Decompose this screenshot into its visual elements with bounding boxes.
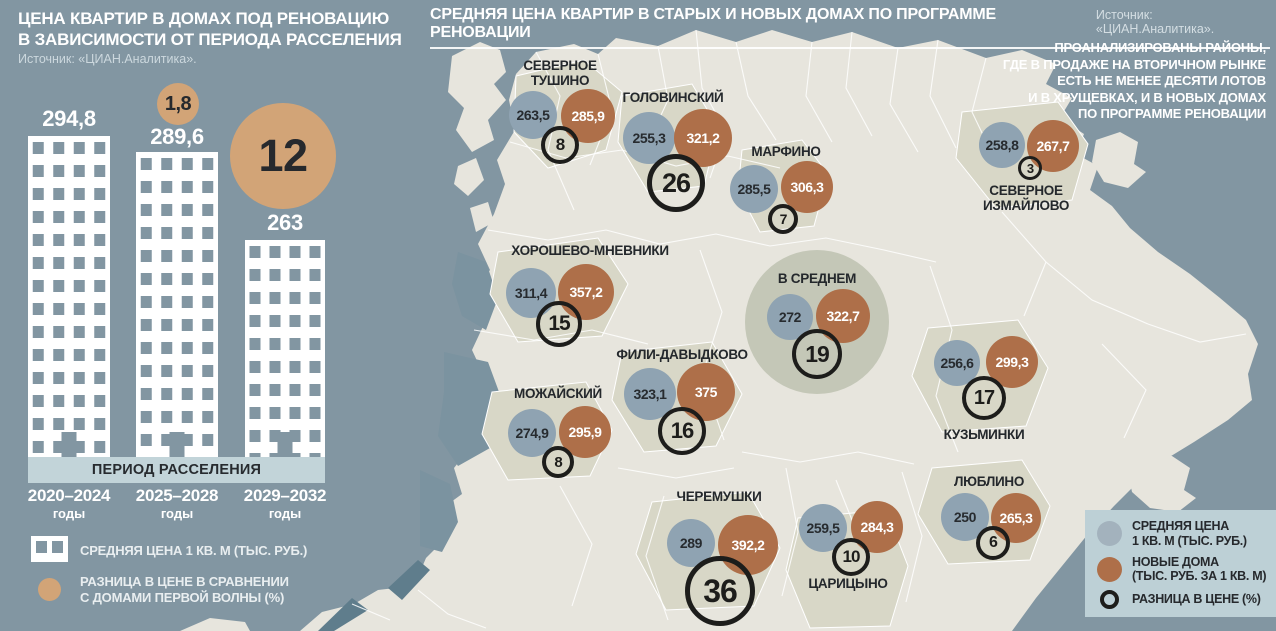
old-price-circle: 258,8 xyxy=(979,122,1025,168)
left-legend-label-price: СРЕДНЯЯ ЦЕНА 1 КВ. М (ТЫС. РУБ.) xyxy=(80,543,308,558)
map-header: СРЕДНЯЯ ЦЕНА КВАРТИР В СТАРЫХ И НОВЫХ ДО… xyxy=(430,6,1270,49)
diff-ring: 8 xyxy=(541,126,579,164)
map-source: Источник: «ЦИАН.Аналитика». xyxy=(1095,8,1215,36)
old-price-circle: 259,5 xyxy=(799,504,847,552)
district-label: МОЖАЙСКИЙ xyxy=(514,386,602,401)
map-legend-row: РАЗНИЦА В ЦЕНЕ (%) xyxy=(1097,590,1268,609)
district-label: МАРФИНО xyxy=(751,144,821,159)
map-legend-row: НОВЫЕ ДОМА (ТЫС. РУБ. ЗА 1 КВ. М) xyxy=(1097,555,1268,584)
district-label: СЕВЕРНОЕ ИЗМАЙЛОВО xyxy=(982,183,1070,213)
new-price-circle: 375 xyxy=(677,363,735,421)
diff-ring: 15 xyxy=(536,301,582,347)
district-label: ХОРОШЕВО-МНЕВНИКИ xyxy=(511,243,669,258)
building-pictogram xyxy=(28,136,110,457)
diff-ring-swatch-icon xyxy=(1100,590,1119,609)
diff-ring: 10 xyxy=(832,538,870,576)
period-axis-band: ПЕРИОД РАССЕЛЕНИЯ xyxy=(28,457,325,483)
district-label: ЛЮБЛИНО xyxy=(953,474,1025,489)
district-label: СЕВЕРНОЕ ТУШИНО xyxy=(523,58,597,88)
new-price-circle: 322,7 xyxy=(816,289,870,343)
period-category-label: 2025–2028 годы xyxy=(135,486,219,521)
diff-ring: 6 xyxy=(976,526,1010,560)
new-price-circle: 295,9 xyxy=(559,406,611,458)
bar-value-label: 294,8 xyxy=(42,106,96,131)
diff-ring: 36 xyxy=(685,556,755,626)
old-price-circle: 255,3 xyxy=(623,112,675,164)
building-pictogram xyxy=(245,240,325,457)
bar-value-label: 263 xyxy=(267,210,303,235)
canal-stream-2 xyxy=(388,560,430,600)
diff-ring: 26 xyxy=(647,154,705,212)
map-legend-row: СРЕДНЯЯ ЦЕНА 1 КВ. М (ТЫС. РУБ.) xyxy=(1097,519,1268,548)
left-chart-source: Источник: «ЦИАН.Аналитика». xyxy=(18,52,197,66)
new-price-circle: 306,3 xyxy=(781,161,833,213)
map-legend-label: РАЗНИЦА В ЦЕНЕ (%) xyxy=(1132,592,1261,607)
district-label: ЦАРИЦЫНО xyxy=(808,576,888,591)
diff-vs-first-wave-bubble: 12 xyxy=(230,103,336,209)
district-label: ЧЕРЕМУШКИ xyxy=(676,489,762,504)
tan-circle-icon xyxy=(38,578,61,601)
diff-vs-first-wave-bubble: 1,8 xyxy=(157,83,199,125)
new-price-swatch-icon xyxy=(1097,556,1122,582)
map-title: СРЕДНЯЯ ЦЕНА КВАРТИР В СТАРЫХ И НОВЫХ ДО… xyxy=(430,6,997,41)
old-price-swatch-icon xyxy=(1097,521,1122,546)
map-note: ПРОАНАЛИЗИРОВАНЫ РАЙОНЫ, ГДЕ В ПРОДАЖЕ Н… xyxy=(1002,40,1266,121)
district-label: КУЗЬМИНКИ xyxy=(943,427,1025,442)
map-islands xyxy=(1092,132,1196,512)
period-category-label: 2029–2032 годы xyxy=(243,486,327,521)
water-shapes xyxy=(420,252,502,552)
building-pictogram xyxy=(136,152,218,457)
old-price-circle: 285,5 xyxy=(730,165,778,213)
old-price-circle: 250 xyxy=(941,493,989,541)
diff-ring: 3 xyxy=(1018,156,1042,180)
district-label: ФИЛИ-ДАВЫДКОВО xyxy=(616,347,748,362)
map-legend-panel: СРЕДНЯЯ ЦЕНА 1 КВ. М (ТЫС. РУБ.) НОВЫЕ ДО… xyxy=(1085,510,1276,617)
period-category-label: 2020–2024 годы xyxy=(27,486,111,521)
left-legend-label-diff: РАЗНИЦА В ЦЕНЕ В СРАВНЕНИИ С ДОМАМИ ПЕРВ… xyxy=(80,574,289,605)
map-exclaves xyxy=(180,42,506,631)
left-chart-title: ЦЕНА КВАРТИР В ДОМАХ ПОД РЕНОВАЦИЮ В ЗАВ… xyxy=(18,9,402,49)
map-legend-label: НОВЫЕ ДОМА (ТЫС. РУБ. ЗА 1 КВ. М) xyxy=(1132,554,1267,584)
diff-ring: 19 xyxy=(792,329,842,379)
district-label: ГОЛОВИНСКИЙ xyxy=(622,90,724,105)
diff-ring: 7 xyxy=(768,204,798,234)
diff-ring: 8 xyxy=(542,446,574,478)
diff-ring: 16 xyxy=(658,407,706,455)
diff-ring: 17 xyxy=(962,376,1006,420)
canal-stream xyxy=(318,598,368,631)
building-icon xyxy=(31,536,68,562)
map-legend-label: СРЕДНЯЯ ЦЕНА 1 КВ. М (ТЫС. РУБ.) xyxy=(1132,519,1247,548)
bar-value-label: 289,6 xyxy=(150,124,204,149)
district-label: В СРЕДНЕМ xyxy=(777,271,857,286)
